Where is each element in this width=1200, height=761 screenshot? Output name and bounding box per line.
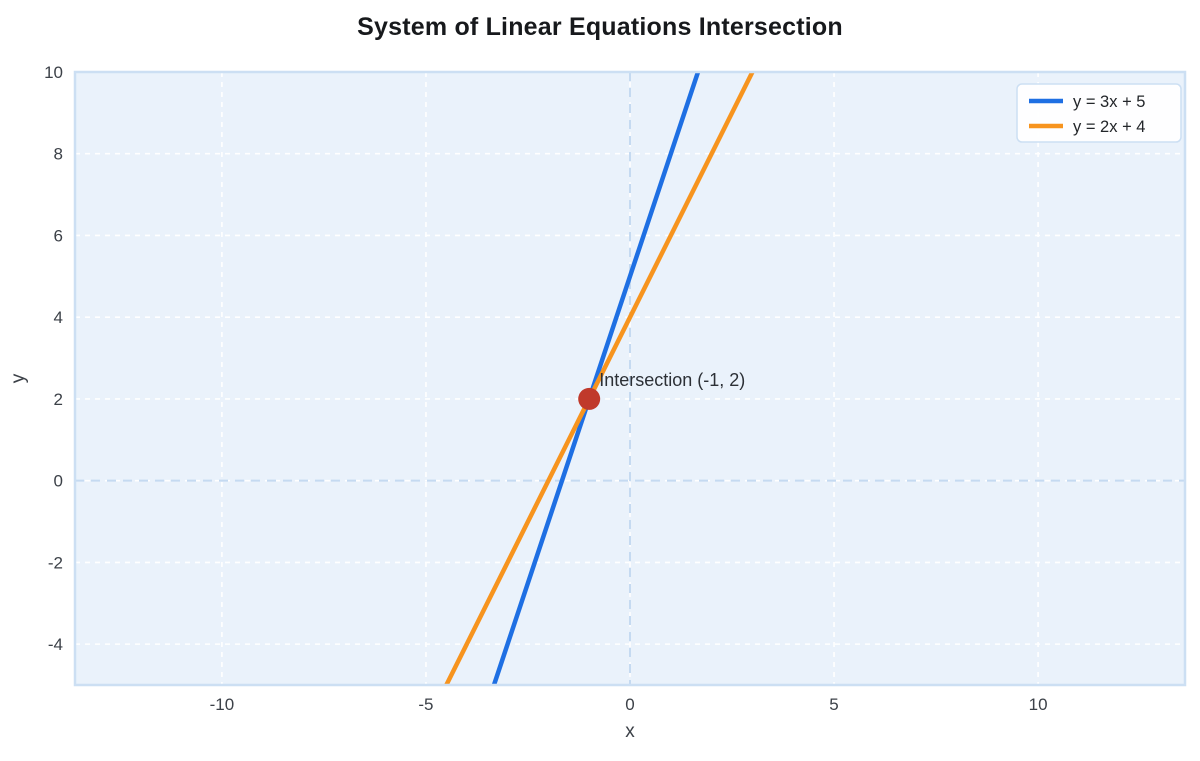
legend: y = 3x + 5 y = 2x + 4 <box>1016 83 1182 143</box>
y-tick-label: -4 <box>48 635 63 654</box>
y-tick-label: 8 <box>54 145 63 164</box>
series-line-1 <box>443 72 755 685</box>
y-tick-label: 0 <box>54 472 63 491</box>
intersection-point <box>578 387 601 410</box>
x-tick-label: 10 <box>1029 695 1048 714</box>
x-axis-label: x <box>625 721 635 742</box>
x-tick-label: 0 <box>625 695 634 714</box>
series-line-0 <box>491 72 701 685</box>
legend-label: y = 2x + 4 <box>1073 118 1145 136</box>
y-tick-label: 10 <box>44 63 63 82</box>
x-tick-label: -10 <box>210 695 235 714</box>
x-tick-label: -5 <box>418 695 433 714</box>
y-axis-label: y <box>8 373 29 383</box>
y-tick-label: 4 <box>54 308 63 327</box>
x-tick-label: 5 <box>829 695 838 714</box>
chart-title: System of Linear Equations Intersection <box>357 13 843 41</box>
y-tick-label: 2 <box>54 390 63 409</box>
plot-frame <box>73 70 1187 687</box>
y-tick-label: -2 <box>48 553 63 572</box>
legend-label: y = 3x + 5 <box>1073 93 1145 111</box>
y-tick-label: 6 <box>54 226 63 245</box>
annotation-label: Intersection (-1, 2) <box>599 370 745 390</box>
